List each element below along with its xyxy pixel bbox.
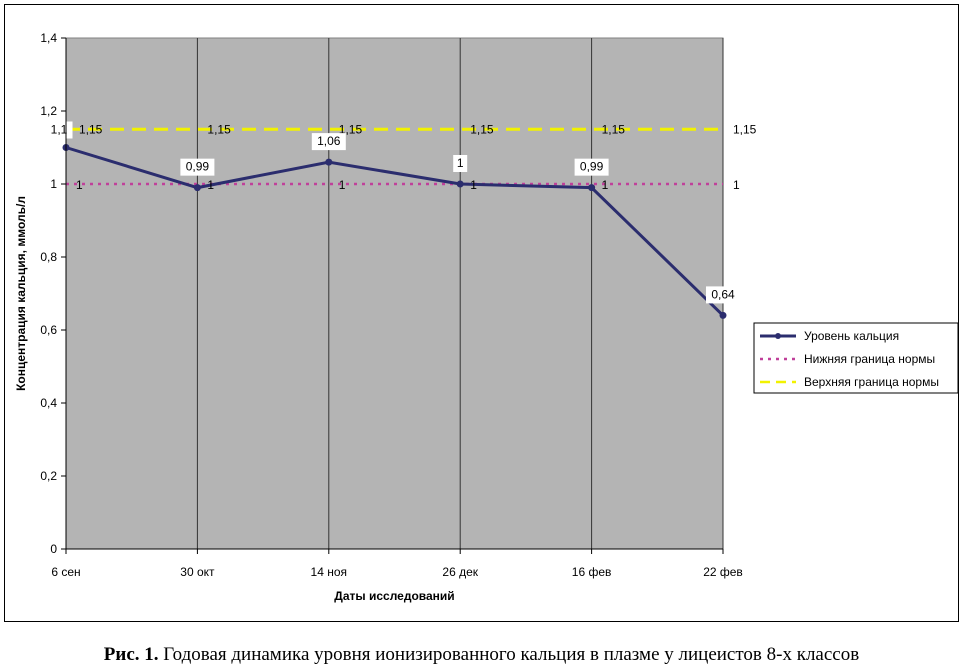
calcium-data-point (719, 311, 727, 319)
upper-norm-data-label: 1,15 (79, 122, 103, 136)
x-tick-label: 22 фев (703, 565, 743, 579)
legend-entry-label: Нижняя граница нормы (804, 352, 935, 366)
calcium-label-box (180, 158, 215, 176)
lower-norm-data-label: 1 (339, 178, 346, 192)
series-calcium-line (65, 146, 725, 317)
legend-entry-label: Уровень кальция (804, 329, 899, 343)
y-axis-title: Концентрация кальция, ммоль/л (14, 196, 28, 391)
calcium-data-label: 0,64 (711, 287, 735, 301)
caption-prefix: Рис. 1. (103, 644, 159, 665)
lower-norm-data-label: 1 (470, 178, 477, 192)
x-tick-label: 16 фев (572, 565, 612, 579)
y-tick-label: 0,8 (40, 250, 57, 264)
lower-norm-data-label: 1 (207, 178, 214, 192)
legend-marker (775, 333, 781, 339)
lower-norm-data-label: 1 (602, 178, 609, 192)
calcium-label-box (453, 155, 468, 172)
calcium-data-point (193, 184, 201, 192)
y-tick-label: 0,4 (40, 396, 57, 410)
y-tick-label: 1,4 (40, 31, 57, 45)
caption-text: Годовая динамика уровня ионизированного … (163, 644, 860, 665)
upper-norm-data-label: 1,15 (470, 122, 494, 136)
data-labels: 1,15 1,15 1,15 1,15 1,15 1,151 1 1 1 1 11,10,991,0… (45, 121, 757, 304)
x-tick-label: 26 дек (442, 565, 478, 579)
calcium-label-box (311, 133, 346, 151)
calcium-data-point (325, 158, 333, 166)
y-tick-label: 0,2 (40, 469, 57, 483)
calcium-data-label: 0,99 (186, 160, 210, 174)
calcium-data-point (588, 184, 596, 192)
plot-area (65, 37, 724, 550)
calcium-label-box (706, 286, 740, 304)
y-tick-label: 0 (50, 542, 57, 556)
calcium-data-label: 1,1 (51, 123, 68, 137)
plot-background (65, 37, 724, 550)
y-tick-label: 1,2 (40, 104, 57, 118)
calcium-data-label: 0,99 (580, 160, 604, 174)
y-tick-label: 0,6 (40, 323, 57, 337)
x-tick-label: 14 ноя (311, 565, 347, 579)
upper-norm-data-label: 1,15 (207, 122, 231, 136)
series-layer (62, 127, 727, 319)
upper-norm-data-label: 1,15 (733, 122, 757, 136)
calcium-data-label: 1 (457, 156, 464, 170)
x-tick-label: 30 окт (180, 565, 215, 579)
calcium-label-box (574, 158, 609, 176)
axes: 0 0,2 0,4 0,6 0,8 1 1,2 1,4 6 сен 30 окт 14 ноя 26 … (40, 31, 742, 579)
figure-caption: Рис. 1. Годовая динамика уровня ионизиро… (0, 644, 963, 666)
legend: Уровень кальция Нижняя граница нормы Верхн… (753, 322, 959, 394)
calcium-data-point (456, 180, 464, 188)
upper-norm-data-label: 1,15 (602, 122, 626, 136)
legend-entry-label: Верхняя граница нормы (804, 375, 939, 389)
y-tick-label: 1 (50, 177, 57, 191)
x-tick-label: 6 сен (51, 565, 80, 579)
upper-norm-data-label: 1,15 (339, 122, 363, 136)
lower-norm-data-label: 1 (76, 178, 83, 192)
x-axis-title: Даты исследований (334, 589, 454, 603)
calcium-data-label: 1,06 (317, 134, 341, 148)
lower-norm-data-label: 1 (733, 178, 740, 192)
